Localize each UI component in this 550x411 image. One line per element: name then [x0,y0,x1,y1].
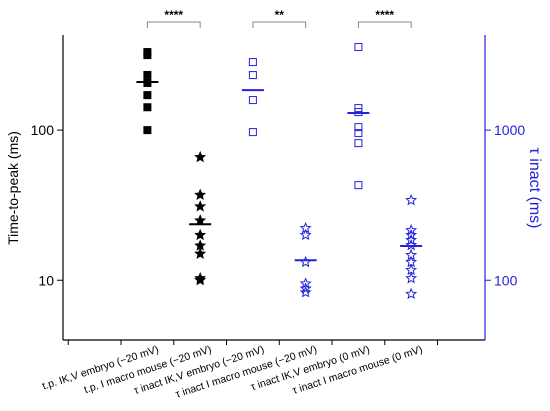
point [354,129,363,138]
significance-bracket [146,21,201,28]
point [194,188,207,201]
point [299,228,312,241]
point [194,214,207,226]
point [143,126,152,135]
point [299,286,312,298]
point [299,282,312,294]
point [405,272,418,284]
point [143,103,152,112]
point [405,228,418,241]
point [143,51,152,60]
point [354,139,363,148]
point [143,70,152,79]
y2-tick-label: 1000 [494,122,525,138]
point [354,123,363,132]
point [248,58,257,67]
point [354,181,363,190]
point [194,200,207,212]
point [405,233,418,246]
point [143,91,152,100]
point [248,71,257,80]
point [405,287,418,300]
point [405,194,418,206]
point [405,239,418,251]
point [194,228,207,241]
point [194,247,207,259]
significance-label: **** [164,8,183,22]
point [248,96,257,105]
point [194,150,207,163]
significance-bracket [252,21,307,28]
y2-tick-label: 100 [494,272,518,288]
significance-bracket [357,21,412,28]
significance-label: **** [375,8,394,22]
y-tick-label: 100 [31,122,55,138]
point [354,104,363,113]
point [405,224,418,236]
point [299,255,312,268]
point [194,274,207,286]
y-tick-label: 10 [38,272,54,288]
y-axis-label: Time-to-peak (ms) [5,131,21,245]
point [354,43,363,52]
y2-axis-label: τ inact (ms) [526,148,543,229]
point [248,128,257,137]
point [299,277,312,289]
significance-label: ** [275,8,285,22]
